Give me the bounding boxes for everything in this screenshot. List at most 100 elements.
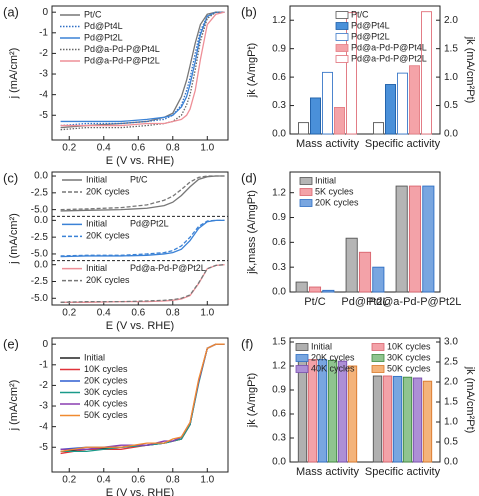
y-tick-label: -5.0 [31, 249, 49, 260]
x-tick-label: Mass activity [296, 466, 359, 478]
panel-label: (a) [3, 4, 19, 19]
bar [372, 266, 385, 293]
legend-label: 40K cycles [311, 363, 355, 373]
x-tick-label: 0.6 [131, 475, 145, 486]
y-tick-label: 0.0 [34, 171, 48, 182]
y-tick-label: 0 [42, 7, 48, 18]
legend-label: Pd@Pt4L [84, 21, 123, 31]
y-tick-label: 1.2 [272, 15, 286, 26]
y-axis-label: j (mA/cm²) [8, 48, 20, 100]
legend-swatch [371, 365, 385, 373]
y2-axis-label: jk (mA/cm²Pt) [464, 366, 476, 434]
y-tick-label: 0.0 [444, 129, 458, 140]
bar [397, 72, 408, 135]
legend-label: Pd@Pt2L [130, 219, 169, 229]
x-tick-label: 0.6 [131, 143, 145, 154]
y-axis-label: jk,mass (A/mgPt) [246, 190, 258, 275]
legend-swatch [295, 365, 309, 373]
legend-label: Pd@a-Pd-P@Pt4L [351, 42, 427, 52]
bar [358, 251, 372, 293]
y-tick-label: 0.5 [444, 100, 458, 111]
panel-label: (e) [3, 336, 19, 351]
legend-label: Pd@a-Pd-P@Pt4L [84, 44, 160, 54]
legend-label: Pd@a-Pd-P@Pt2L [351, 53, 427, 63]
legend-label: 20K cycles [84, 375, 128, 385]
y-tick-label: 2.0 [444, 377, 458, 388]
bar [373, 122, 384, 135]
y-tick-label: -2.5 [31, 232, 49, 243]
y-tick-label: 0.9 [272, 212, 286, 223]
legend-label: 20K cycles [86, 186, 130, 196]
x-tick-label: 1.0 [200, 308, 214, 319]
y-tick-label: 0.9 [272, 385, 286, 396]
legend-label: 50K cycles [84, 410, 128, 420]
y-tick-label: 0.9 [272, 43, 286, 54]
legend-label: Initial [315, 175, 336, 185]
y-tick-label: 0.0 [34, 259, 48, 270]
panel-label: (f) [241, 336, 253, 351]
bar [347, 365, 358, 463]
bar [322, 289, 335, 293]
y-tick-label: -4 [39, 89, 48, 100]
y-tick-label: 0.6 [272, 409, 286, 420]
legend-label: Pd@Pt2L [351, 31, 390, 41]
x-tick-label: 0.4 [97, 143, 111, 154]
bar [334, 107, 345, 135]
y-tick-label: -2 [39, 48, 48, 59]
y-tick-label: 0.3 [272, 262, 286, 273]
plot-frame [289, 337, 441, 463]
line [60, 11, 225, 123]
legend-swatch [299, 177, 313, 185]
panel-label: (b) [241, 4, 257, 19]
x-tick-label: Pd@a-Pd-P@Pt2L [369, 296, 462, 308]
y-axis-label: j (mA/cm²) [8, 213, 20, 265]
legend-swatch [295, 343, 309, 351]
legend-swatch [335, 55, 349, 63]
line [60, 343, 225, 453]
line [60, 11, 225, 127]
legend-label: 20K cycles [86, 231, 130, 241]
y-axis-label: j (mA/cm²) [8, 380, 20, 432]
x-tick-label: 0.2 [62, 475, 76, 486]
y-tick-label: 1.0 [444, 72, 458, 83]
line [60, 11, 225, 129]
legend-label: Pd@a-Pd-P@Pt2L [130, 263, 206, 273]
y-tick-label: -1 [39, 359, 48, 370]
x-axis-label: E (V vs. RHE) [106, 155, 174, 167]
x-tick-label: 0.8 [166, 143, 180, 154]
legend-label: 20K cycles [86, 275, 130, 285]
legend-label: Pt/C [84, 9, 102, 19]
y-tick-label: -5.0 [31, 204, 49, 215]
y-tick-label: 0.0 [272, 129, 286, 140]
legend-label: Initial [84, 352, 105, 362]
x-tick-label: 0.6 [131, 308, 145, 319]
bar [307, 359, 318, 463]
x-tick-label: Specific activity [365, 138, 441, 150]
y-axis-label: jk (A/mgPt) [246, 43, 258, 98]
legend-label: 40K cycles [84, 398, 128, 408]
bar [382, 375, 393, 463]
y-tick-label: 0 [42, 339, 48, 350]
y-tick-label: -5 [39, 110, 48, 121]
y-tick-label: 1.5 [272, 337, 286, 348]
x-tick-label: 0.4 [97, 308, 111, 319]
x-axis-label: E (V vs. RHE) [106, 320, 174, 332]
bar [372, 375, 383, 463]
bar [310, 97, 321, 135]
y-tick-label: 0.3 [272, 100, 286, 111]
bar [345, 237, 358, 293]
y-axis-label: jk (A/mgPt) [246, 373, 258, 428]
legend-label: Pd@a-Pd-P@Pt2L [84, 55, 160, 65]
x-axis-label: E (V vs. RHE) [106, 487, 174, 496]
legend-swatch [295, 354, 309, 362]
panel-label: (d) [241, 170, 257, 185]
y2-axis-label: jk (mA/cm²Pt) [464, 36, 476, 104]
y-tick-label: 0.0 [34, 215, 48, 226]
legend-label: 20K cycles [311, 352, 355, 362]
legend-label: 10K cycles [84, 364, 128, 374]
bar [392, 375, 403, 463]
y-tick-label: 1.2 [272, 361, 286, 372]
bar [317, 359, 328, 463]
x-tick-label: Specific activity [365, 466, 441, 478]
legend-swatch [299, 188, 313, 196]
